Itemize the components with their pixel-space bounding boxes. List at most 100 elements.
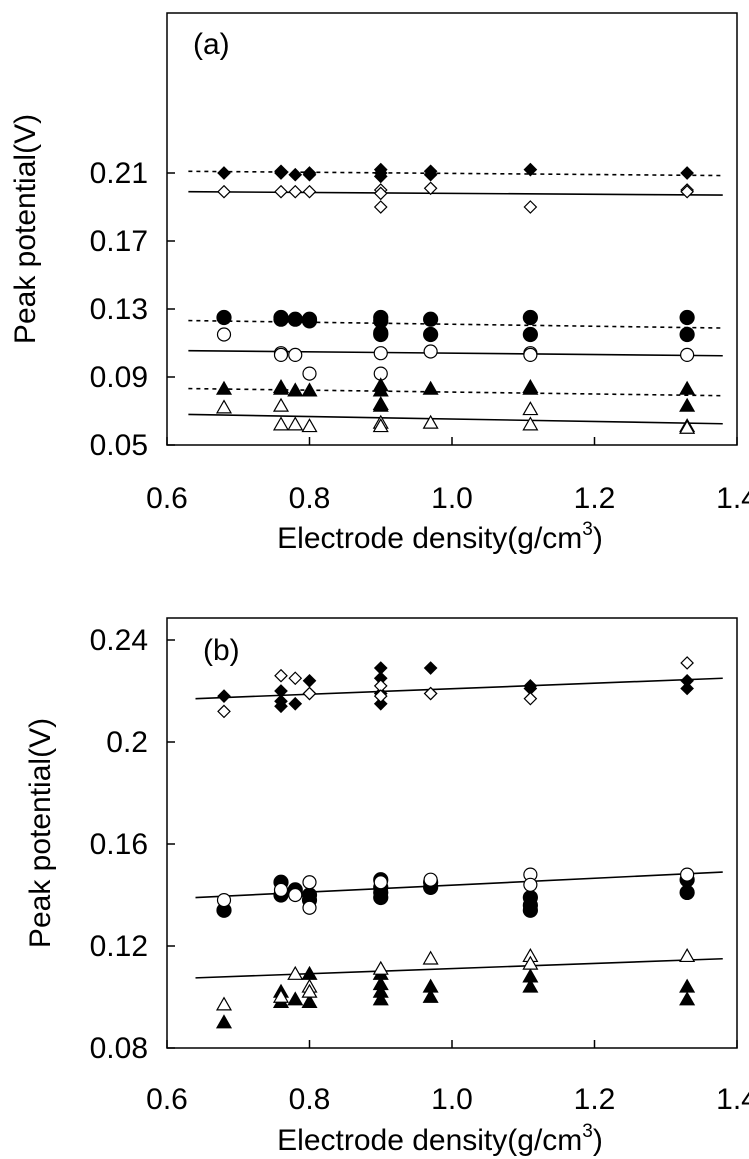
open-diamond-point-b — [523, 691, 538, 706]
open-triangle-point-a — [422, 414, 439, 429]
open-triangle-point-b — [372, 960, 389, 975]
open-diamond-point-a — [423, 181, 438, 196]
filled-triangle-point-b — [679, 991, 696, 1006]
open-triangle-point-b — [422, 950, 439, 965]
filled-triangle-point-b — [522, 978, 539, 993]
open-triangle-point-b — [272, 988, 290, 1003]
filled-triangle-point-a — [301, 382, 318, 397]
filled-triangle-point-b — [215, 1014, 233, 1029]
solid-fit-line-b — [195, 677, 723, 700]
x-tick-label-b: 1.0 — [431, 1083, 473, 1116]
open-circle-point-b — [288, 887, 303, 903]
y-tick-label-b: 0.16 — [90, 828, 148, 861]
open-circle-point-b — [423, 872, 438, 887]
data-points-a — [215, 162, 696, 434]
open-diamond-point-b — [217, 704, 231, 719]
open-triangle-point-a — [215, 399, 233, 414]
open-triangle-point-a — [522, 416, 539, 431]
x-tick-label-a: 0.8 — [289, 482, 331, 515]
axes-b: 0.6 0.8 1.0 1.2 1.4 0.08 0.12 0.16 0.2 0.24 — [90, 624, 749, 1116]
open-circle-point-a — [523, 347, 538, 362]
x-tick-label-b: 1.4 — [716, 1083, 749, 1116]
open-circle-point-b — [216, 892, 232, 908]
dashed-fit-line-a — [188, 387, 723, 397]
fit-lines-b — [195, 677, 723, 979]
x-tick-label-a: 1.2 — [574, 482, 616, 515]
dashed-fit-line-a — [188, 170, 723, 177]
y-tick-label-b: 0.24 — [90, 624, 148, 657]
open-triangle-point-b — [522, 955, 539, 970]
filled-circle-point-a — [373, 326, 389, 343]
filled-circle-point-a — [423, 311, 439, 327]
open-triangle-point-a — [679, 419, 696, 434]
filled-triangle-point-a — [679, 397, 696, 412]
y-tick-label-a: 0.21 — [90, 157, 148, 190]
filled-diamond-point-a — [680, 166, 694, 180]
x-axis-label-b: Electrode density(g/cm3) — [277, 1121, 603, 1157]
panel-label-a: (a) — [193, 28, 230, 61]
plot-frame-a — [166, 12, 738, 446]
filled-diamond-point-a — [423, 167, 438, 182]
filled-circle-point-a — [423, 326, 439, 343]
filled-circle-point-a — [522, 326, 538, 343]
panel-a: 0.60.81.01.21.40.050.090.130.170.21 (a) … — [9, 12, 749, 555]
filled-circle-point-b — [373, 889, 389, 906]
y-tick-label-a: 0.17 — [90, 225, 148, 258]
y-axis-label-b: Peak potential(V) — [24, 718, 57, 948]
filled-triangle-point-a — [287, 382, 304, 397]
filled-circle-point-a — [273, 311, 289, 327]
filled-triangle-point-b — [372, 991, 389, 1006]
dashed-fit-line-a — [188, 319, 723, 329]
filled-diamond-point-a — [373, 169, 388, 184]
filled-diamond-point-b — [217, 689, 231, 703]
filled-circle-point-a — [287, 311, 303, 327]
filled-triangle-point-b — [287, 991, 304, 1006]
filled-triangle-point-b — [301, 993, 318, 1008]
panel-label-b: (b) — [203, 634, 240, 667]
filled-triangle-point-b — [422, 988, 439, 1003]
open-diamond-point-b — [274, 668, 288, 683]
x-tick-label-b: 1.2 — [574, 1083, 616, 1116]
open-triangle-point-a — [372, 418, 389, 433]
open-circle-point-a — [288, 347, 303, 362]
open-circle-point-b — [523, 877, 538, 892]
filled-circle-point-a — [522, 309, 538, 326]
filled-diamond-point-b — [373, 696, 388, 711]
filled-diamond-point-a — [274, 166, 288, 180]
solid-fit-line-a — [188, 349, 723, 357]
open-diamond-point-b — [302, 686, 317, 701]
solid-fit-line-b — [195, 957, 723, 979]
open-diamond-point-b — [373, 689, 388, 703]
filled-diamond-point-b — [288, 696, 303, 711]
open-diamond-point-a — [523, 200, 538, 214]
filled-diamond-point-b — [423, 661, 438, 675]
filled-triangle-point-a — [372, 397, 389, 412]
filled-diamond-point-b — [274, 699, 288, 714]
open-diamond-point-b — [423, 686, 438, 701]
solid-fit-line-a — [188, 190, 723, 196]
open-triangle-point-a — [272, 416, 290, 431]
filled-circle-point-b — [679, 884, 695, 901]
y-tick-label-a: 0.05 — [90, 429, 148, 462]
x-tick-label-a: 0.6 — [146, 482, 188, 515]
open-circle-point-b — [680, 867, 695, 882]
open-diamond-point-a — [302, 184, 317, 199]
open-diamond-point-b — [288, 671, 303, 686]
x-axis-label-a: Electrode density(g/cm3) — [277, 519, 603, 555]
open-triangle-point-a — [272, 397, 290, 412]
solid-fit-line-a — [188, 413, 723, 425]
open-diamond-point-b — [680, 656, 694, 670]
filled-diamond-point-a — [523, 162, 538, 177]
open-circle-point-a — [216, 327, 232, 342]
open-circle-point-a — [680, 347, 695, 362]
filled-triangle-point-a — [372, 382, 389, 397]
open-circle-point-b — [273, 882, 289, 898]
open-circle-point-b — [302, 900, 317, 915]
open-diamond-point-a — [373, 200, 388, 214]
open-diamond-point-a — [274, 184, 288, 199]
axes-a: 0.6 0.8 1.0 1.2 1.4 0.05 0.09 0.13 0.17 0.21 — [90, 157, 749, 515]
open-triangle-point-a — [287, 416, 304, 431]
open-triangle-point-b — [679, 947, 696, 963]
filled-triangle-point-a — [679, 380, 696, 395]
open-diamond-point-a — [373, 186, 388, 201]
